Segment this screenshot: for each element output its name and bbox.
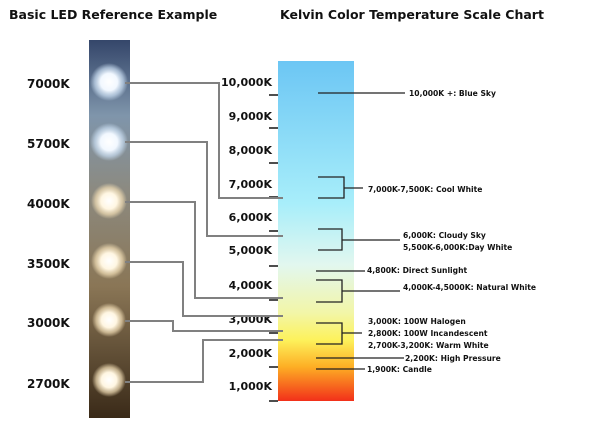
led-lights [90, 63, 128, 397]
led-label-3000k: 3000K [27, 316, 70, 330]
scale-label: 5,000K [229, 244, 273, 257]
connector-5700k [125, 141, 283, 237]
annotation-candle: 1,900K: Candle [367, 365, 432, 374]
led-connectors [125, 82, 283, 383]
annotation-labels: 10,000K +: Blue Sky 7,000K-7,500K: Cool … [367, 89, 536, 374]
annotation-direct-sunlight: 4,800K: Direct Sunlight [367, 266, 467, 275]
scale-label: 8,000K [229, 144, 273, 157]
annotation-cloudy-sky: 6,000K: Cloudy Sky [403, 231, 486, 240]
led-5700k [90, 123, 128, 161]
scale-ticks [269, 94, 278, 402]
scale-label: 1,000K [229, 380, 273, 393]
scale-label: 9,000K [229, 110, 273, 123]
annotation-warm-white: 2,700K-3,200K: Warm White [368, 341, 489, 350]
annotation-natural-white: 4,000K-4,5000K: Natural White [403, 283, 536, 292]
annotation-cool-white: 7,000K-7,500K: Cool White [368, 185, 482, 194]
scale-labels: 10,000K 9,000K 8,000K 7,000K 6,000K 5,00… [221, 76, 272, 393]
annotation-blue-sky: 10,000K +: Blue Sky [409, 89, 496, 98]
scale-label: 3,000K [229, 313, 273, 326]
connector-3000k [125, 320, 283, 332]
annotation-day-white: 5,500K-6,000K:Day White [403, 243, 512, 252]
led-7000k [90, 63, 128, 101]
led-4000k [91, 183, 127, 219]
scale-label: 4,000K [229, 279, 273, 292]
connector-4000k [125, 201, 283, 299]
connector-3500k [125, 261, 283, 317]
led-label-5700k: 5700K [27, 137, 70, 151]
connector-2700k [125, 339, 283, 383]
connector-7000k [125, 82, 283, 199]
led-label-2700k: 2700K [27, 377, 70, 391]
annotation-lines [316, 92, 405, 370]
led-3500k [91, 243, 127, 279]
kelvin-scale-title: Kelvin Color Temperature Scale Chart [280, 7, 544, 22]
led-2700k [92, 363, 126, 397]
led-3000k [92, 303, 126, 337]
annotation-high-pressure: 2,200K: High Pressure [405, 354, 501, 363]
led-reference-title: Basic LED Reference Example [9, 7, 217, 22]
annotation-halogen: 3,000K: 100W Halogen [368, 317, 466, 326]
scale-label: 2,000K [229, 347, 273, 360]
led-label-3500k: 3500K [27, 257, 70, 271]
annotation-incandescent: 2,800K: 100W Incandescent [368, 329, 488, 338]
scale-label: 10,000K [221, 76, 272, 89]
led-label-4000k: 4000K [27, 197, 70, 211]
led-label-7000k: 7000K [27, 77, 70, 91]
led-strip [89, 40, 130, 418]
scale-label: 7,000K [229, 178, 273, 191]
scale-label: 6,000K [229, 211, 273, 224]
